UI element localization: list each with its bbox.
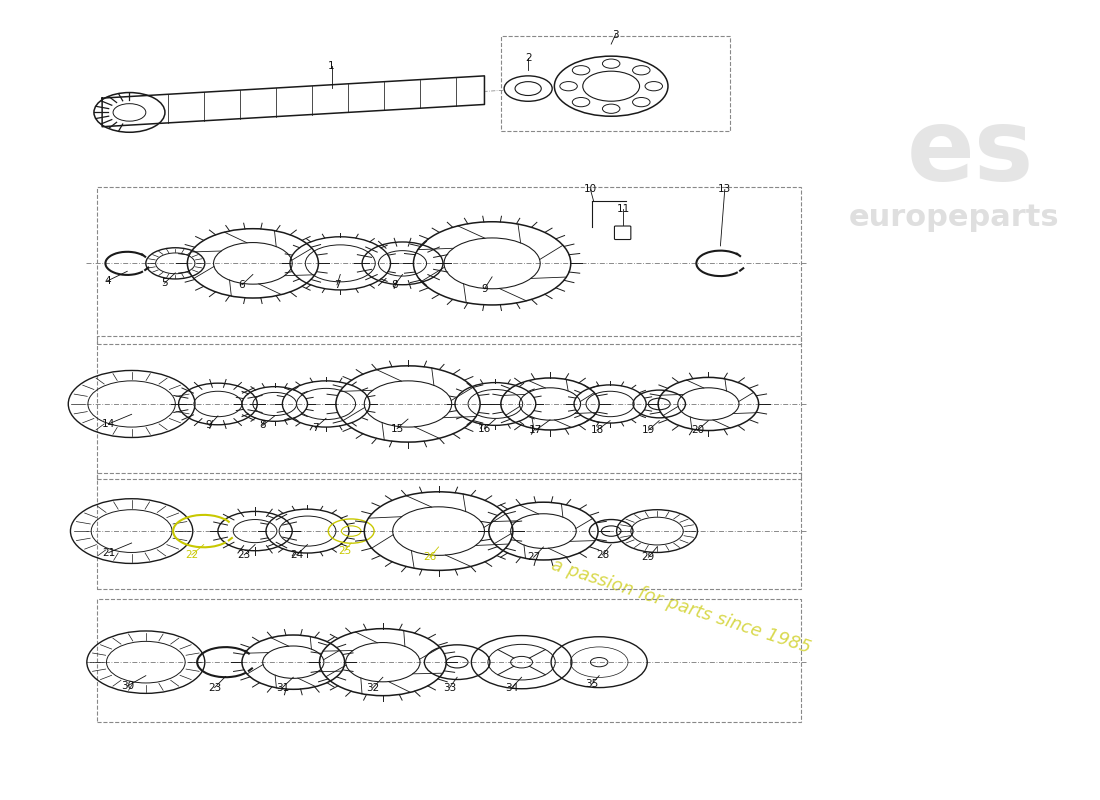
Text: 23: 23 — [238, 550, 251, 560]
Text: 24: 24 — [290, 550, 304, 560]
Text: 22: 22 — [185, 550, 198, 560]
Text: 8: 8 — [260, 421, 266, 430]
Text: 14: 14 — [102, 419, 116, 429]
Text: 3: 3 — [613, 30, 619, 39]
Text: 21: 21 — [102, 547, 116, 558]
Text: 9: 9 — [206, 421, 212, 430]
Text: 30: 30 — [121, 681, 134, 691]
Bar — [97, 598, 801, 722]
Text: 29: 29 — [641, 552, 654, 562]
Text: 9: 9 — [481, 284, 487, 294]
Text: 25: 25 — [338, 546, 351, 556]
Text: 26: 26 — [424, 552, 437, 562]
Text: 32: 32 — [366, 682, 379, 693]
Text: 27: 27 — [527, 552, 540, 562]
Text: 8: 8 — [392, 280, 398, 290]
Text: 16: 16 — [477, 423, 491, 434]
Text: 35: 35 — [585, 679, 598, 690]
Bar — [97, 337, 801, 479]
Text: es: es — [906, 106, 1034, 202]
Text: 23: 23 — [208, 682, 221, 693]
Text: 2: 2 — [525, 54, 531, 63]
Text: 13: 13 — [718, 185, 732, 194]
Text: 15: 15 — [390, 423, 404, 434]
Text: 33: 33 — [443, 682, 456, 693]
Text: a passion for parts since 1985: a passion for parts since 1985 — [549, 556, 813, 657]
Text: 6: 6 — [239, 280, 245, 290]
Text: 1: 1 — [328, 62, 334, 71]
Text: 28: 28 — [596, 550, 609, 560]
Polygon shape — [102, 76, 484, 126]
Text: 18: 18 — [591, 425, 604, 435]
Bar — [97, 187, 801, 344]
Text: 17: 17 — [529, 425, 542, 435]
Text: 19: 19 — [641, 425, 654, 435]
Bar — [500, 36, 730, 131]
FancyBboxPatch shape — [615, 226, 630, 239]
Text: 34: 34 — [505, 682, 518, 693]
Text: 4: 4 — [104, 276, 111, 286]
Bar — [97, 473, 801, 589]
Text: 11: 11 — [617, 204, 630, 214]
Text: 31: 31 — [276, 682, 289, 693]
Text: 10: 10 — [584, 185, 597, 194]
Text: 5: 5 — [161, 278, 167, 288]
Text: europeparts: europeparts — [849, 202, 1059, 232]
Text: 20: 20 — [691, 425, 704, 435]
Text: 7: 7 — [333, 280, 340, 290]
Text: 7: 7 — [311, 423, 319, 433]
